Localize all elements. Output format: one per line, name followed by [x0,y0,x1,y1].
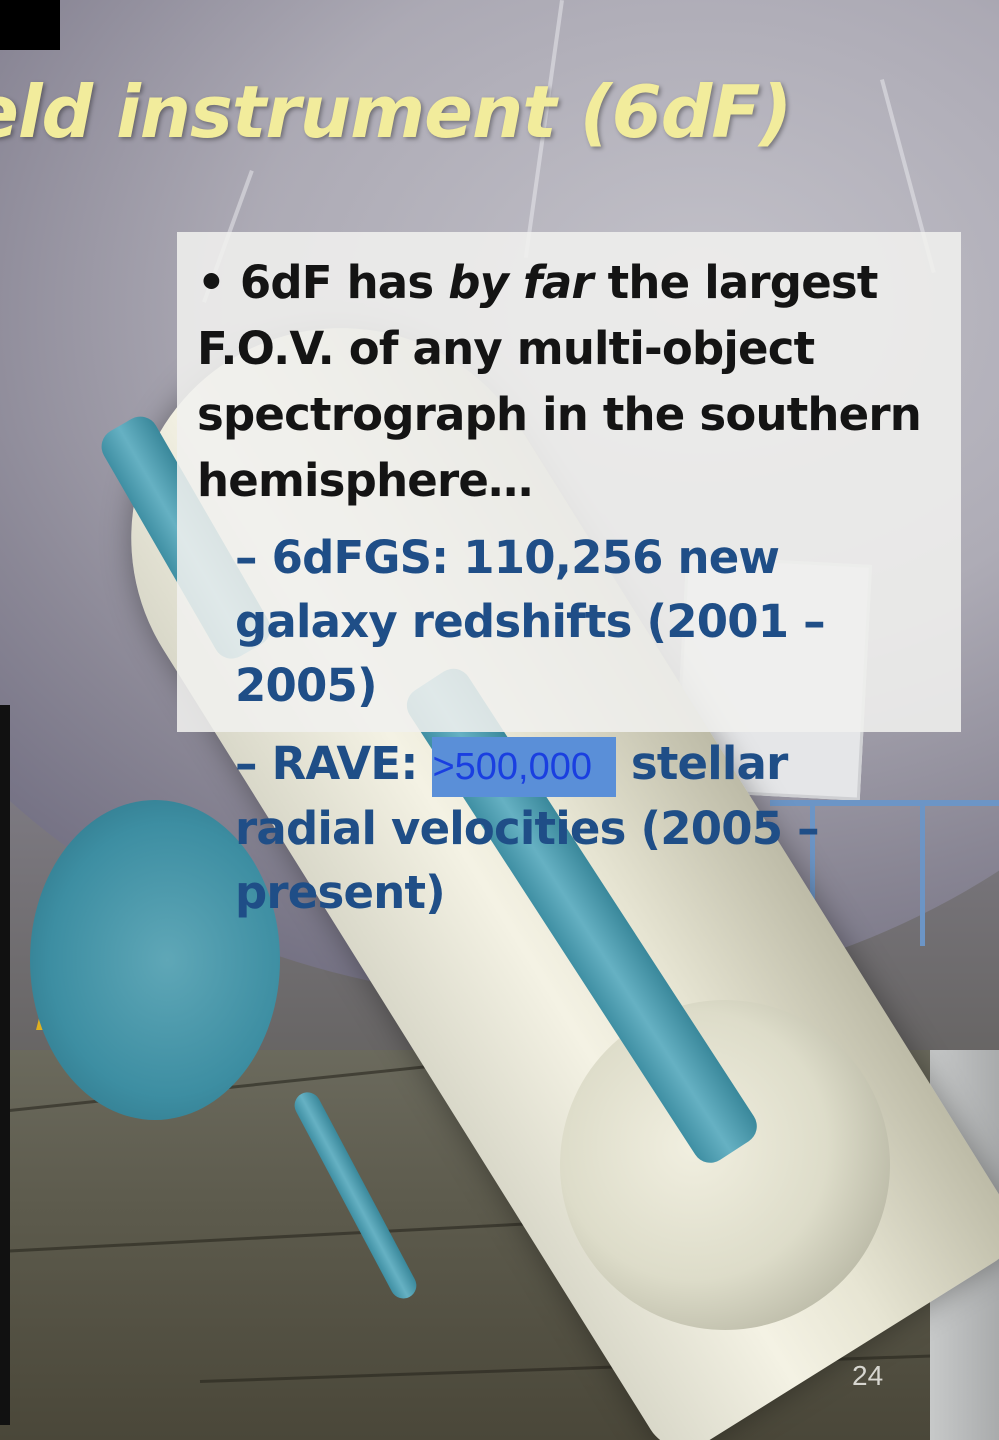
sub-bullet-6dfgs: – 6dFGS: 110,256 new galaxy redshifts (2… [235,526,943,718]
sub-bullet-dash: – [235,737,257,790]
page-number: 24 [852,1360,884,1391]
sub-bullet-rave: – RAVE: >500,000 stellar radial velociti… [235,732,943,925]
sub-bullet-text: 6dFGS: 110,256 new galaxy redshifts (200… [235,531,826,712]
sub-bullet-prefix: RAVE: [271,737,433,790]
selected-text-highlight[interactable]: >500,000 [432,737,616,797]
telescope-mount-ring [30,800,280,1120]
main-bullet-text-pre: 6dF has [239,256,449,309]
content-box: • 6dF has by far the largest F.O.V. of a… [177,232,961,919]
sub-bullet-suffix: stellar radial velocities (2005 – presen… [235,737,820,919]
railing [770,800,999,946]
dome-shadow [0,0,60,50]
slide-title: eld instrument (6dF) [0,70,792,154]
main-bullet: • 6dF has by far the largest F.O.V. of a… [197,250,943,514]
sub-bullet-dash: – [235,531,257,584]
bullet-symbol: • [197,256,226,309]
left-panel [0,705,10,1425]
main-bullet-text-post: the largest F.O.V. of any multi-object s… [197,256,922,507]
main-bullet-emphasis: by far [448,256,593,309]
